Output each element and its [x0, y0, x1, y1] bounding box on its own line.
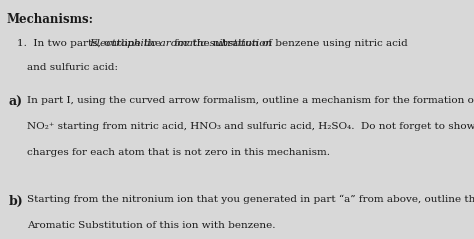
- Text: charges for each atom that is not zero in this mechanism.: charges for each atom that is not zero i…: [27, 148, 330, 157]
- Text: a): a): [9, 96, 23, 109]
- Text: Mechanisms:: Mechanisms:: [7, 13, 93, 26]
- Text: Electrophilic aromatic substitution: Electrophilic aromatic substitution: [89, 39, 272, 48]
- Text: b): b): [9, 195, 24, 208]
- Text: NO₂⁺ starting from nitric acid, HNO₃ and sulfuric acid, H₂SO₄.  Do not forget to: NO₂⁺ starting from nitric acid, HNO₃ and…: [27, 122, 474, 131]
- Text: for the nitration of benzene using nitric acid: for the nitration of benzene using nitri…: [171, 39, 408, 48]
- Text: Aromatic Substitution of this ion with benzene.: Aromatic Substitution of this ion with b…: [27, 221, 275, 230]
- Text: In part I, using the curved arrow formalism, outline a mechanism for the formati: In part I, using the curved arrow formal…: [27, 96, 474, 105]
- Text: 1.  In two parts, outline the: 1. In two parts, outline the: [17, 39, 164, 48]
- Text: and sulfuric acid:: and sulfuric acid:: [27, 63, 118, 72]
- Text: Starting from the nitronium ion that you generated in part “a” from above, outli: Starting from the nitronium ion that you…: [27, 195, 474, 204]
